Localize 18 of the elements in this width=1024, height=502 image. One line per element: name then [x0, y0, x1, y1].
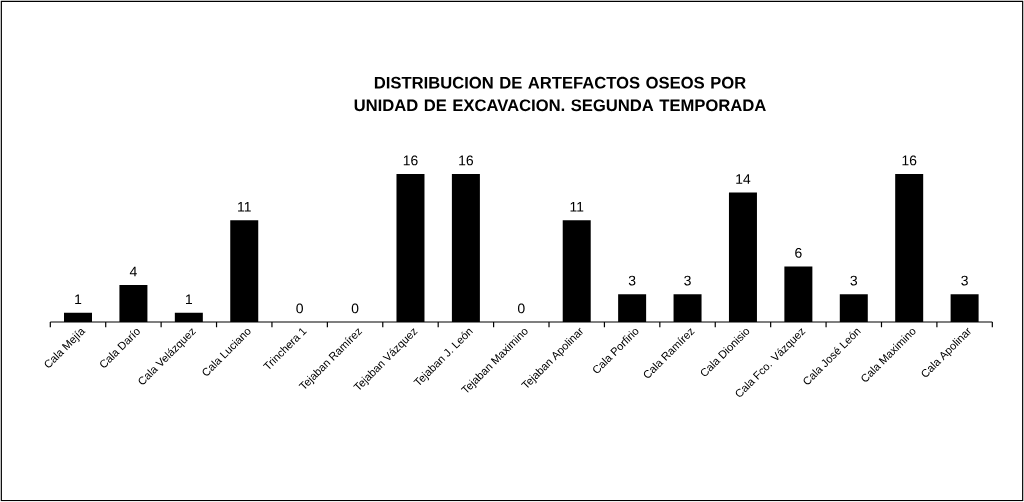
- data-label: 16: [902, 155, 917, 166]
- data-label: 3: [684, 275, 691, 286]
- data-label: 4: [129, 266, 137, 277]
- chart-title: DISTRIBUCION DE ARTEFACTOS OSEOS POR UNIDAD DE EXCAVACION. SEGUNDA TEMPORADA: [354, 76, 766, 112]
- data-label: 11: [570, 201, 584, 212]
- data-label: 3: [628, 275, 636, 286]
- data-label: 6: [795, 247, 802, 258]
- data-label: 16: [403, 155, 418, 166]
- data-label: 0: [296, 303, 303, 314]
- data-label: 0: [351, 303, 359, 314]
- data-label: 1: [186, 294, 193, 305]
- data-label: 11: [238, 201, 251, 212]
- data-label: 3: [961, 275, 968, 286]
- data-label: 16: [459, 155, 474, 166]
- data-label: 14: [736, 174, 751, 184]
- data-label: 1: [75, 294, 82, 305]
- data-label: 3: [850, 275, 858, 286]
- data-label: 0: [517, 303, 525, 314]
